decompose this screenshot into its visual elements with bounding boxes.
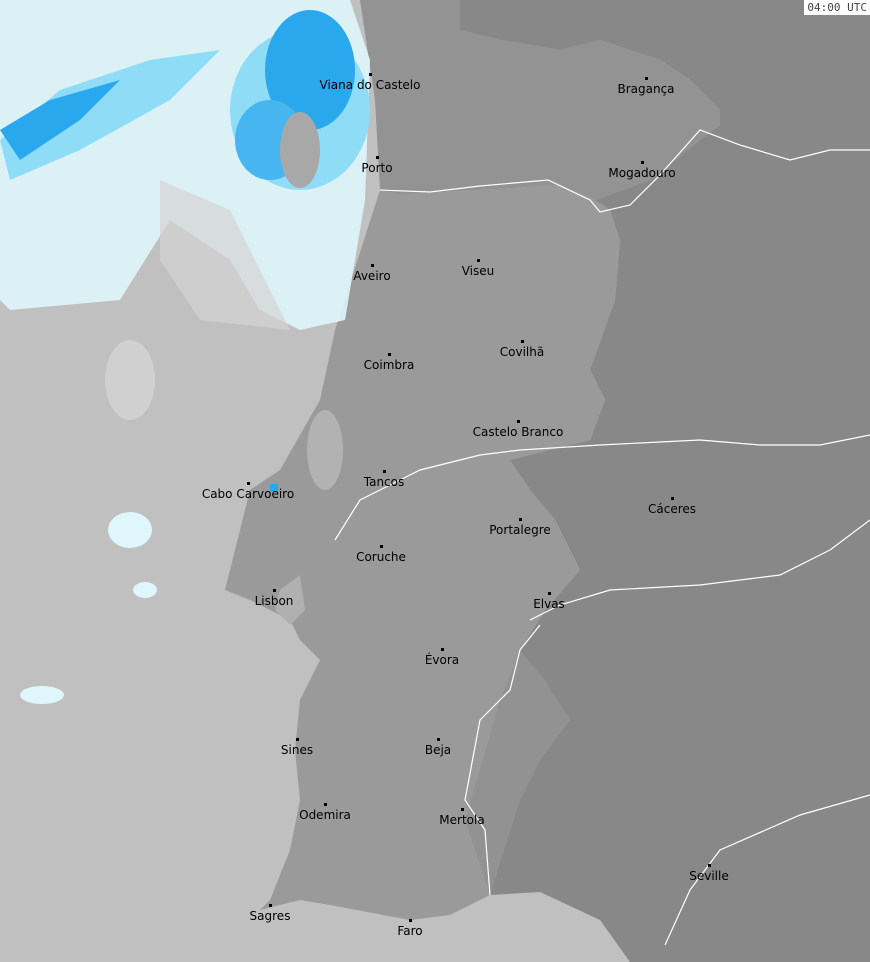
city-label: Évora [424,653,460,667]
city-label: Viana do Castelo [319,78,421,92]
city-marker-icon [324,803,327,806]
city-label: Mogadouro [608,166,676,180]
alentejo-shade [465,650,570,895]
city-marker-icon [247,482,250,485]
north-spain-land [360,0,720,200]
city-label: Beja [424,743,452,757]
city-label: Seville [689,869,729,883]
city-marker-icon [548,592,551,595]
city-label: Viseu [461,264,495,278]
city-marker-icon [369,73,372,76]
city-label: Coruche [356,550,406,564]
city-label: Castelo Branco [472,425,564,439]
city-label: Sines [280,743,314,757]
radar-precipitation [0,0,370,704]
city-marker-icon [296,738,299,741]
timestamp: 04:00 UTC [804,0,870,15]
city-label: Elvas [533,597,565,611]
city-marker-icon [645,77,648,80]
city-marker-icon [409,919,412,922]
city-marker-icon [519,518,522,521]
city-marker-icon [671,497,674,500]
city-label: Lisbon [254,594,294,608]
city-label: Sagres [249,909,291,923]
city-marker-icon [380,545,383,548]
portugal-land [225,185,620,920]
city-marker-icon [517,420,520,423]
city-marker-icon [441,648,444,651]
city-marker-icon [383,470,386,473]
tagus-estuary [275,575,305,625]
city-marker-icon [477,259,480,262]
city-marker-icon [521,340,524,343]
city-label: Tancos [363,475,405,489]
city-label: Cabo Carvoeiro [201,487,295,501]
city-label: Odemira [299,808,351,822]
city-label: Bragança [617,82,675,96]
city-label: Mertola [439,813,485,827]
city-label: Cáceres [647,502,697,516]
city-marker-icon [388,353,391,356]
city-marker-icon [273,589,276,592]
city-label: Coimbra [363,358,415,372]
city-marker-icon [371,264,374,267]
city-label: Porto [361,161,393,175]
city-label: Portalegre [489,523,551,537]
city-marker-icon [708,864,711,867]
city-marker-icon [376,156,379,159]
city-marker-icon [437,738,440,741]
city-label: Aveiro [353,269,391,283]
city-label: Covilhã [499,345,545,359]
rivers-and-borders [334,129,870,946]
city-marker-icon [461,808,464,811]
city-marker-icon [269,904,272,907]
city-label: Faro [397,924,423,938]
city-marker-icon [641,161,644,164]
